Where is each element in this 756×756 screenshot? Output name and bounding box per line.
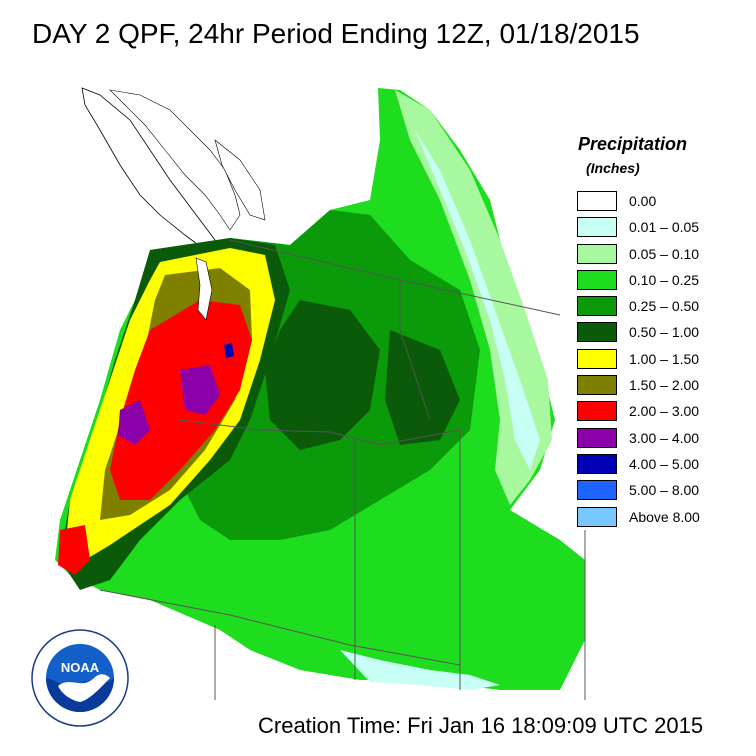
legend-label: 1.00 – 1.50 <box>629 350 700 367</box>
noaa-logo: NOAA <box>31 629 129 727</box>
legend-label: 1.50 – 2.00 <box>629 377 700 394</box>
legend-label: Above 8.00 <box>629 508 700 525</box>
legend-swatch <box>577 427 617 448</box>
legend-subtitle: (Inches) <box>586 160 640 176</box>
region-red <box>110 300 252 500</box>
legend-swatch <box>577 480 617 501</box>
state-boundaries <box>99 239 586 700</box>
legend-label: 0.10 – 0.25 <box>629 271 700 288</box>
legend-swatch <box>577 243 617 264</box>
legend-label: 4.00 – 5.00 <box>629 455 700 472</box>
legend-label: 3.00 – 4.00 <box>629 429 700 446</box>
region-dark-green-1 <box>265 300 380 450</box>
legend-swatch <box>577 296 617 317</box>
puget-sound <box>195 257 213 321</box>
region-dark-green-2 <box>385 330 460 445</box>
legend-swatch <box>577 506 617 527</box>
map-title: DAY 2 QPF, 24hr Period Ending 12Z, 01/18… <box>32 18 640 49</box>
region-cyan-edge <box>415 130 540 470</box>
region-red-south <box>58 525 90 575</box>
legend-label: 5.00 – 8.00 <box>629 482 700 499</box>
legend-swatch <box>577 191 617 211</box>
region-blue <box>224 343 234 358</box>
legend-title: Precipitation <box>578 134 688 154</box>
bc-mainland-outline <box>109 89 241 231</box>
region-purple-2 <box>118 400 150 445</box>
legend-label: 0.01 – 0.05 <box>629 219 700 236</box>
legend-swatch <box>577 401 617 422</box>
legend-swatch <box>577 348 617 369</box>
legend-swatch <box>577 322 617 343</box>
region-purple-1 <box>180 365 220 415</box>
legend-swatch <box>577 269 617 290</box>
legend-label: 0.00 <box>629 193 657 209</box>
legend-label: 0.50 – 1.00 <box>629 324 700 341</box>
legend-label: 0.05 – 0.10 <box>629 245 700 262</box>
legend-label: 0.25 – 0.50 <box>629 298 700 315</box>
legend-label: 2.00 – 3.00 <box>629 403 700 420</box>
legend-swatch <box>577 217 617 238</box>
legend-swatch <box>577 375 617 396</box>
creation-time: Creation Time: Fri Jan 16 18:09:09 UTC 2… <box>258 713 704 738</box>
coast-islands <box>214 139 266 221</box>
noaa-logo-text: NOAA <box>61 660 100 675</box>
legend-swatch <box>577 453 617 474</box>
